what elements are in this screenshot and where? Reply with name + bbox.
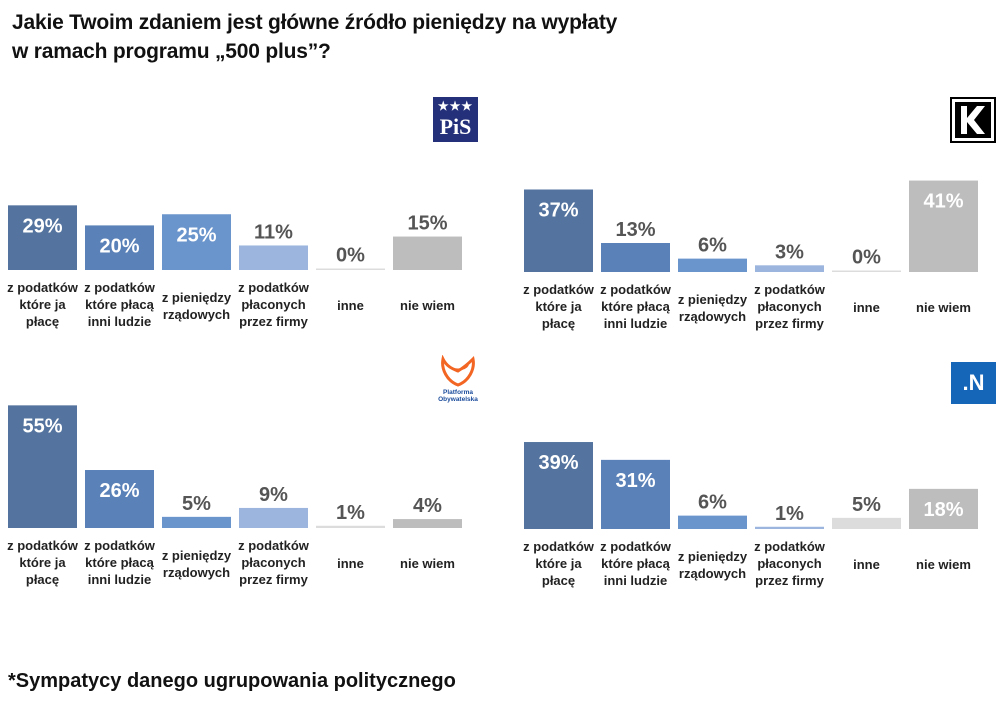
category-label: nie wiem	[400, 556, 455, 571]
bar-value-label: 29%	[22, 215, 62, 237]
bar-value-label: 41%	[923, 191, 963, 213]
bar-4	[239, 507, 308, 528]
chart-panel-nowoczesna: 39% z podatków które ja płacę 31% z podatków k…	[523, 400, 994, 600]
category-label: nie wiem	[916, 557, 971, 572]
bar-2	[85, 225, 154, 270]
category-label: z podatków które płacą inni ludzie	[600, 539, 672, 588]
title-line-2: w ramach programu „500 plus”?	[12, 40, 331, 63]
category-label: z podatków które ja płacę	[523, 282, 595, 331]
bar-value-label: 5%	[852, 494, 881, 516]
po-logo: Platforma Obywatelska	[437, 354, 479, 405]
bar-value-label: 6%	[698, 235, 727, 257]
bar-3	[162, 214, 231, 270]
bar-1	[524, 189, 593, 272]
bar-value-label: 13%	[615, 219, 655, 241]
bar-value-label: 5%	[182, 493, 211, 515]
chart-title: Jakie Twoim zdaniem jest główne źródło p…	[12, 8, 812, 66]
nowoczesna-logo-text: .N	[962, 370, 985, 395]
bar-value-label: 4%	[413, 495, 442, 517]
bar-value-label: 9%	[259, 484, 288, 506]
footnote: *Sympatycy danego ugrupowania polityczne…	[8, 670, 456, 692]
category-label: z podatków które ja płacę	[523, 539, 595, 588]
bar-3	[678, 515, 747, 529]
category-label: z podatków które płacą inni ludzie	[84, 280, 156, 329]
bar-5	[832, 270, 901, 272]
po-heart-icon	[441, 354, 475, 387]
category-label: z podatków płaconych przez firmy	[238, 280, 310, 329]
kukiz-logo: K	[950, 97, 996, 143]
bar-6	[393, 236, 462, 270]
chart-panel-kukiz: 37% z podatków które ja płacę 13% z podatków k…	[523, 150, 994, 350]
chart-panel-pis: 29% z podatków które ja płacę 20% z podatków k…	[7, 150, 478, 350]
nowoczesna-logo: .N	[951, 362, 996, 404]
category-label: z pieniędzy rządowych	[678, 292, 748, 324]
category-label: z pieniędzy rządowych	[678, 549, 748, 581]
bar-4	[755, 526, 824, 529]
bar-value-label: 1%	[336, 502, 365, 524]
bar-value-label: 15%	[407, 213, 447, 235]
bar-1	[8, 205, 77, 270]
pis-logo-text: PiS	[439, 114, 472, 139]
bar-value-label: 25%	[176, 224, 216, 246]
bar-value-label: 39%	[538, 452, 578, 474]
bar-4	[239, 245, 308, 270]
po-logo-text-1: Platforma	[443, 389, 473, 396]
bar-value-label: 55%	[22, 415, 62, 437]
category-label: z podatków które płacą inni ludzie	[84, 538, 156, 587]
bar-value-label: 26%	[99, 480, 139, 502]
bar-value-label: 0%	[336, 245, 365, 267]
bar-chart-pis: 29% z podatków które ja płacę 20% z podatków k…	[7, 205, 462, 329]
kukiz-k-icon	[955, 102, 991, 138]
bar-4	[755, 265, 824, 272]
bar-1	[524, 442, 593, 529]
po-logo-text-2: Obywatelska	[438, 396, 478, 403]
category-label: inne	[337, 298, 364, 313]
category-label: nie wiem	[400, 298, 455, 313]
bar-3	[162, 516, 231, 528]
bar-2	[85, 470, 154, 528]
bar-value-label: 1%	[775, 503, 804, 525]
bar-6	[909, 180, 978, 272]
category-label: z pieniędzy rządowych	[162, 548, 232, 580]
bar-value-label: 18%	[923, 499, 963, 521]
category-label: z podatków które ja płacę	[7, 538, 79, 587]
bar-chart-po: 55% z podatków które ja płacę 26% z podatków k…	[7, 405, 462, 587]
bar-2	[601, 459, 670, 529]
bar-5	[832, 517, 901, 529]
bar-value-label: 20%	[99, 235, 139, 257]
bar-value-label: 37%	[538, 199, 578, 221]
bar-5	[316, 268, 385, 270]
bar-value-label: 0%	[852, 247, 881, 269]
pis-stars: ★★★	[437, 99, 474, 113]
title-line-1: Jakie Twoim zdaniem jest główne źródło p…	[12, 11, 618, 34]
category-label: z podatków płaconych przez firmy	[754, 282, 826, 331]
pis-logo: ★★★ PiS	[433, 97, 478, 142]
bar-6	[909, 488, 978, 529]
category-label: z podatków które ja płacę	[7, 280, 79, 329]
category-label: inne	[853, 300, 880, 315]
category-label: inne	[853, 557, 880, 572]
bar-3	[678, 258, 747, 272]
bar-value-label: 3%	[775, 241, 804, 263]
bar-6	[393, 519, 462, 528]
category-label: inne	[337, 556, 364, 571]
bar-value-label: 31%	[615, 470, 655, 492]
category-label: nie wiem	[916, 300, 971, 315]
category-label: z podatków płaconych przez firmy	[754, 539, 826, 588]
chart-panel-po: 55% z podatków które ja płacę 26% z podatków k…	[7, 400, 478, 600]
bar-chart-nowoczesna: 39% z podatków które ja płacę 31% z podatków k…	[523, 442, 978, 588]
bar-2	[601, 243, 670, 272]
category-label: z pieniędzy rządowych	[162, 290, 232, 322]
bar-chart-kukiz: 37% z podatków które ja płacę 13% z podatków k…	[523, 180, 978, 331]
category-label: z podatków które płacą inni ludzie	[600, 282, 672, 331]
bar-value-label: 11%	[254, 221, 293, 243]
bar-value-label: 6%	[698, 492, 727, 514]
bar-1	[8, 405, 77, 528]
category-label: z podatków płaconych przez firmy	[238, 538, 310, 587]
bar-5	[316, 525, 385, 528]
